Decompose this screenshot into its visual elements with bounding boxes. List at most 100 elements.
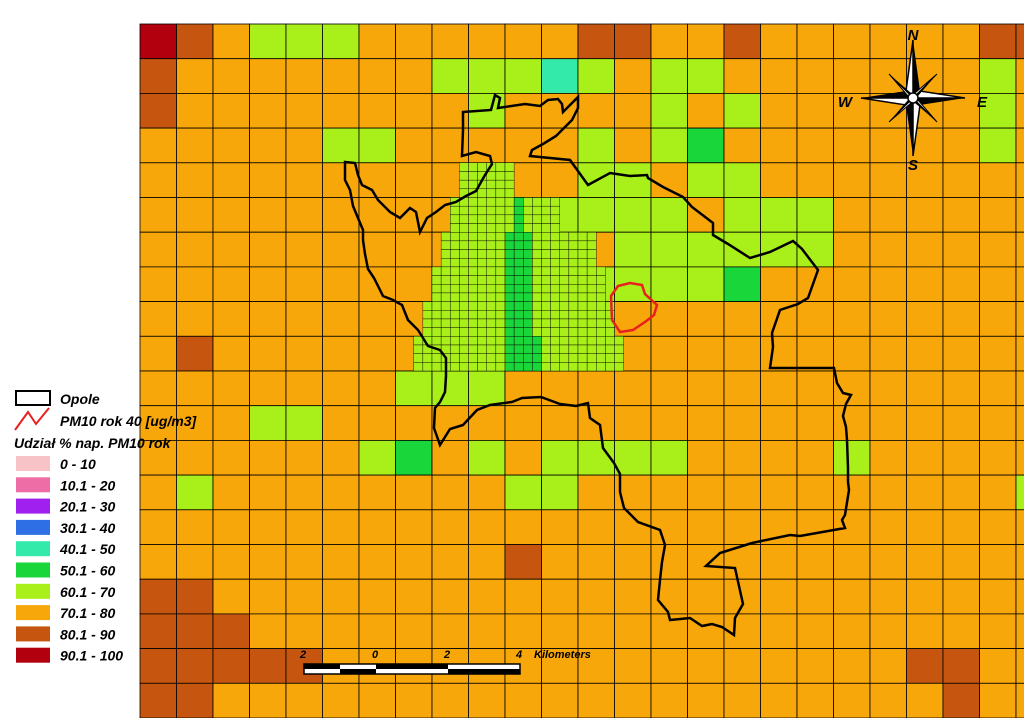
fine-grid-cell: [477, 258, 487, 268]
grid-cell: [249, 682, 287, 718]
grid-cell: [723, 127, 761, 164]
grid-cell: [906, 509, 944, 545]
grid-cell: [650, 335, 688, 372]
grid-cell: [723, 509, 761, 545]
fine-grid-cell: [541, 362, 551, 372]
fine-grid-cell: [468, 205, 478, 216]
fine-grid-cell: [504, 266, 515, 276]
grid-cell: [176, 93, 214, 129]
fine-grid-cell: [559, 362, 570, 372]
grid-cell: [979, 578, 1017, 615]
grid-cell: [723, 266, 761, 302]
grid-cell: [906, 578, 944, 615]
grid-cell: [650, 162, 688, 198]
fine-grid-cell: [504, 344, 515, 354]
grid-cell: [577, 509, 615, 545]
grid-cell: [650, 405, 688, 441]
fine-grid-cell: [550, 214, 560, 224]
grid-cell: [504, 544, 542, 580]
fine-grid-cell: [532, 344, 542, 354]
grid-cell: [942, 162, 980, 198]
grid-cell: [285, 231, 323, 268]
grid-cell: [577, 682, 615, 718]
grid-cell: [760, 197, 798, 233]
fine-grid-cell: [541, 231, 551, 242]
fine-grid-cell: [513, 318, 524, 328]
fine-grid-cell: [504, 258, 515, 268]
fine-grid-cell: [568, 240, 579, 250]
grid-cell: [942, 301, 980, 337]
grid-cell: [504, 509, 542, 545]
grid-cell: [541, 162, 579, 198]
fine-grid-cell: [477, 231, 487, 242]
grid-cell: [833, 197, 871, 233]
grid-cell: [541, 544, 579, 580]
grid-cell: [176, 127, 214, 164]
legend-contour-label: PM10 rok 40 [ug/m3]: [60, 413, 197, 429]
fine-grid-cell: [504, 284, 515, 294]
legend-class-label: 40.1 - 50: [59, 541, 115, 557]
legend-class-label: 10.1 - 20: [60, 477, 115, 493]
grid-cell: [687, 544, 725, 580]
fine-grid-cell: [477, 344, 487, 354]
grid-cell: [687, 335, 725, 372]
fine-grid-cell: [596, 284, 606, 294]
grid-cell: [760, 127, 798, 164]
grid-cell: [249, 544, 287, 580]
grid-cell: [650, 231, 688, 268]
fine-grid-cell: [568, 284, 579, 294]
grid-cell: [614, 648, 652, 684]
grid-cell: [723, 439, 761, 476]
grid-cell: [942, 23, 980, 60]
grid-cell: [796, 266, 834, 302]
fine-grid-cell: [495, 327, 506, 337]
grid-cell: [833, 23, 871, 60]
fine-grid-cell: [495, 240, 506, 250]
fine-grid-cell: [468, 249, 478, 259]
fine-grid-cell: [568, 249, 579, 259]
grid-cell: [541, 405, 579, 441]
fine-grid-cell: [486, 240, 497, 250]
fine-grid-cell: [513, 292, 524, 302]
grid-cell: [285, 509, 323, 545]
fine-grid-cell: [477, 223, 487, 233]
grid-cell: [614, 578, 652, 615]
grid-cell: [1015, 23, 1024, 60]
grid-cell: [358, 578, 396, 615]
fine-grid-cell: [550, 223, 560, 233]
grid-cell: [504, 474, 542, 511]
grid-cell: [796, 127, 834, 164]
fine-grid-cell: [486, 310, 497, 320]
grid-cell: [796, 474, 834, 511]
grid-cell: [395, 509, 433, 545]
fine-grid-cell: [550, 301, 560, 311]
fine-grid-cell: [605, 301, 615, 311]
grid-cell: [285, 613, 323, 650]
fine-grid-cell: [586, 301, 597, 311]
grid-cell: [1015, 405, 1024, 441]
fine-grid-cell: [559, 240, 570, 250]
fine-grid-cell: [459, 284, 469, 294]
grid-cell: [212, 266, 250, 302]
grid-cell: [723, 162, 761, 198]
grid-cell: [285, 544, 323, 580]
grid-cell: [431, 682, 469, 718]
fine-grid-cell: [459, 258, 469, 268]
fine-grid-cell: [440, 318, 451, 328]
fine-grid-cell: [550, 292, 560, 302]
grid-cell: [212, 405, 250, 441]
fine-grid-cell: [495, 249, 506, 259]
grid-cell: [358, 162, 396, 198]
fine-grid-cell: [532, 205, 542, 216]
fine-grid-cell: [468, 179, 478, 190]
fine-grid-cell: [523, 344, 533, 354]
grid-cell: [650, 439, 688, 476]
fine-grid-cell: [486, 301, 497, 311]
grid-cell: [942, 613, 980, 650]
grid-cell: [869, 370, 907, 407]
grid-cell: [249, 93, 287, 129]
fine-grid-cell: [523, 353, 533, 363]
grid-cell: [1015, 613, 1024, 650]
fine-grid-cell: [605, 336, 615, 346]
fine-grid-cell: [422, 362, 433, 372]
